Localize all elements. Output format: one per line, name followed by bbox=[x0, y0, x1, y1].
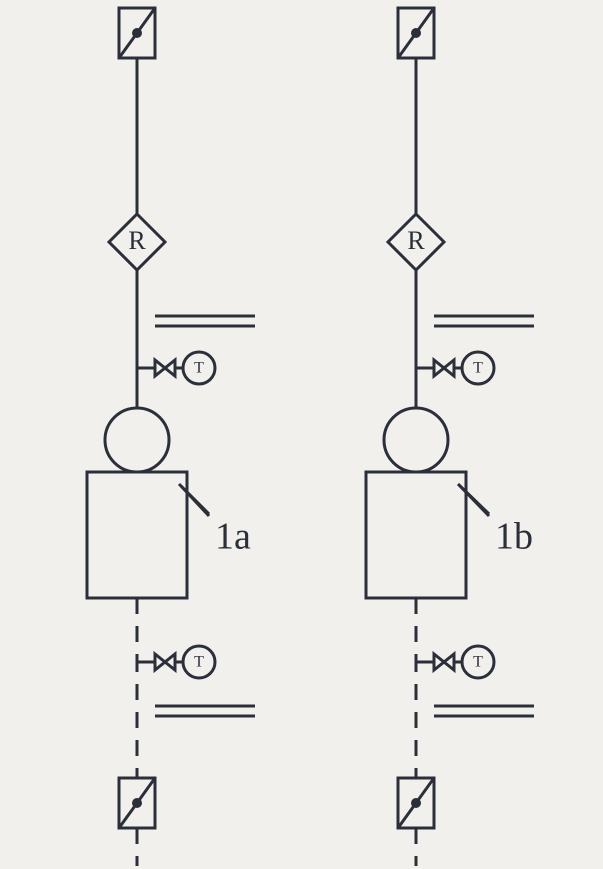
connector-box bbox=[119, 778, 155, 828]
connector-box bbox=[398, 778, 434, 828]
svg-text:T: T bbox=[473, 654, 483, 671]
diamond-r: R bbox=[388, 214, 444, 270]
svg-text:T: T bbox=[473, 360, 483, 377]
diamond-r: R bbox=[109, 214, 165, 270]
svg-text:T: T bbox=[194, 654, 204, 671]
column-label: 1b bbox=[495, 516, 533, 558]
svg-text:R: R bbox=[407, 226, 425, 255]
double-tap bbox=[155, 316, 255, 326]
double-tap bbox=[155, 706, 255, 716]
svg-text:R: R bbox=[128, 226, 146, 255]
valve-gauge: T bbox=[137, 646, 215, 678]
svg-text:T: T bbox=[194, 360, 204, 377]
connector-box bbox=[398, 8, 434, 58]
connector-box bbox=[119, 8, 155, 58]
circle-symbol bbox=[384, 408, 448, 472]
valve-gauge: T bbox=[416, 352, 494, 384]
circle-symbol bbox=[105, 408, 169, 472]
valve-gauge: T bbox=[137, 352, 215, 384]
column: R T 1a T bbox=[87, 8, 255, 866]
column-label: 1a bbox=[215, 516, 251, 558]
double-tap bbox=[434, 706, 534, 716]
column: R T 1b T bbox=[366, 8, 534, 866]
block-symbol bbox=[87, 472, 187, 598]
block-symbol bbox=[366, 472, 466, 598]
double-tap bbox=[434, 316, 534, 326]
schematic-diagram: R T 1a T R T 1b T bbox=[0, 0, 603, 869]
valve-gauge: T bbox=[416, 646, 494, 678]
